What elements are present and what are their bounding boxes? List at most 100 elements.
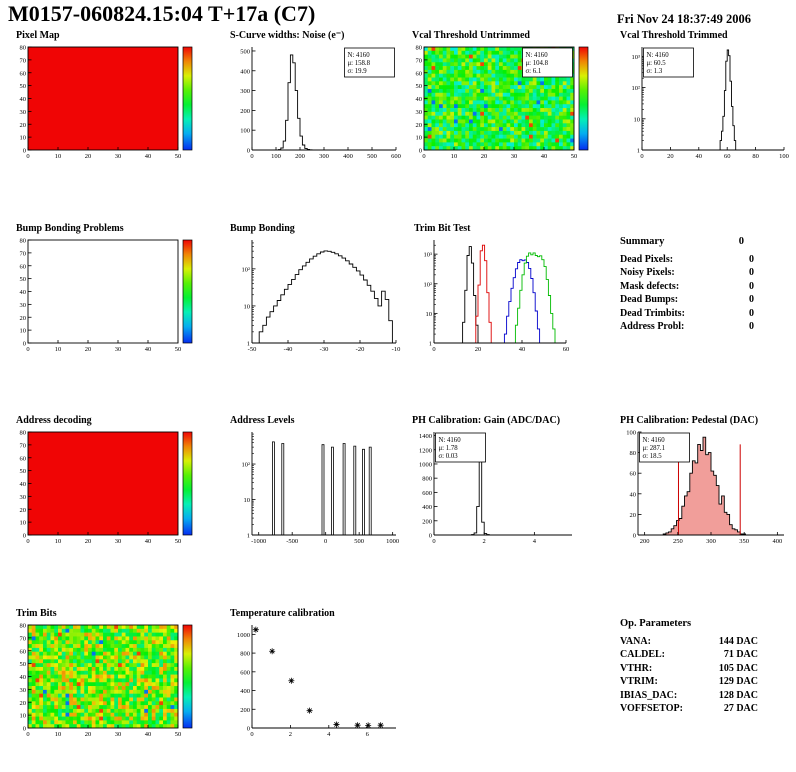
svg-text:-30: -30 xyxy=(320,346,329,353)
svg-text:10: 10 xyxy=(451,153,458,160)
svg-text:20: 20 xyxy=(20,507,27,514)
svg-text:40: 40 xyxy=(630,491,637,498)
svg-text:80: 80 xyxy=(20,45,27,52)
trimbit-test-chart: 0 20 40 60 1 10 10² 10³ xyxy=(424,240,570,353)
svg-text:20: 20 xyxy=(85,153,92,160)
svg-text:0: 0 xyxy=(640,153,643,160)
colorbar xyxy=(182,431,193,536)
svg-text:30: 30 xyxy=(20,687,27,694)
summary-value: 0 xyxy=(749,294,754,306)
svg-text:σ: 0.03: σ: 0.03 xyxy=(439,453,459,460)
bump-bonding-title: Bump Bonding xyxy=(230,223,295,234)
svg-text:0: 0 xyxy=(247,726,250,733)
svg-text:6: 6 xyxy=(366,731,370,738)
svg-text:20: 20 xyxy=(20,122,27,129)
svg-text:2: 2 xyxy=(289,731,292,738)
svg-text:0: 0 xyxy=(23,533,26,540)
scurve-noise-chart: 0 100 200 300 400 500 600 0 100 200 300 400 500 N: 41… xyxy=(240,47,401,160)
svg-text:600: 600 xyxy=(240,669,250,676)
timestamp: Fri Nov 24 18:37:49 2006 xyxy=(617,12,752,26)
pixel-map-title: Pixel Map xyxy=(16,30,60,41)
svg-text:40: 40 xyxy=(145,731,152,738)
svg-text:40: 40 xyxy=(416,96,423,103)
svg-text:500: 500 xyxy=(367,153,377,160)
summary-total: 0 xyxy=(738,236,744,247)
svg-text:50: 50 xyxy=(416,83,423,90)
address-spike xyxy=(353,445,357,535)
svg-text:50: 50 xyxy=(20,661,27,668)
svg-text:10: 10 xyxy=(55,538,62,545)
summary-rows: Dead Pixels: 0 Noisy Pixels: 0 Mask defects:… xyxy=(620,254,754,334)
op-param-row: CALDEL: 71 DAC xyxy=(620,649,758,662)
svg-text:200: 200 xyxy=(295,153,305,160)
svg-text:60: 60 xyxy=(563,346,570,353)
svg-text:20: 20 xyxy=(475,346,482,353)
scurve-noise-hist-line xyxy=(276,54,313,151)
address-spike xyxy=(362,448,365,535)
bump-bonding-hist-line xyxy=(252,250,396,344)
svg-text:1000: 1000 xyxy=(419,461,432,468)
svg-text:μ: 287.1: μ: 287.1 xyxy=(643,445,666,452)
svg-text:100: 100 xyxy=(271,153,281,160)
svg-text:μ: 60.5: μ: 60.5 xyxy=(647,60,667,67)
summary-header: Summary 0 xyxy=(620,236,754,250)
svg-text:4: 4 xyxy=(327,731,331,738)
svg-text:60: 60 xyxy=(724,153,731,160)
colorbar xyxy=(578,46,589,151)
svg-text:30: 30 xyxy=(511,153,518,160)
svg-text:20: 20 xyxy=(20,315,27,322)
svg-text:0: 0 xyxy=(26,538,29,545)
svg-text:800: 800 xyxy=(240,651,250,658)
star-marker xyxy=(365,722,372,729)
svg-text:-10: -10 xyxy=(392,346,401,353)
svg-text:10²: 10² xyxy=(242,462,251,469)
address-spike xyxy=(342,443,346,535)
svg-text:200: 200 xyxy=(240,707,250,714)
svg-text:600: 600 xyxy=(391,153,401,160)
svg-text:μ: 104.8: μ: 104.8 xyxy=(526,60,549,67)
trim-bits-panel: Trim Bits 0 10 20 30 40 50 0 10 20 30 40 50 60 70 80 xyxy=(8,608,204,742)
svg-text:-500: -500 xyxy=(286,538,298,545)
svg-text:40: 40 xyxy=(541,153,548,160)
trimbit-test-title: Trim Bit Test xyxy=(414,223,471,234)
svg-text:20: 20 xyxy=(416,122,423,129)
svg-text:20: 20 xyxy=(85,731,92,738)
svg-text:60: 60 xyxy=(20,455,27,462)
svg-text:0: 0 xyxy=(23,726,26,733)
svg-text:50: 50 xyxy=(20,276,27,283)
svg-text:0: 0 xyxy=(432,538,435,545)
svg-text:300: 300 xyxy=(706,538,716,545)
op-parameters-title: Op. Parameters xyxy=(620,618,692,629)
address-levels-chart: -1000 -500 0 500 1000 1 10 10² xyxy=(242,432,399,545)
op-param-label: CALDEL: xyxy=(620,649,666,661)
svg-text:100: 100 xyxy=(240,128,250,135)
svg-text:30: 30 xyxy=(20,494,27,501)
svg-text:-40: -40 xyxy=(284,346,293,353)
svg-text:σ: 18.5: σ: 18.5 xyxy=(643,453,663,460)
svg-text:0: 0 xyxy=(250,731,253,738)
svg-text:N: 4160: N: 4160 xyxy=(647,52,670,59)
summary-row: Dead Bumps: 0 xyxy=(620,294,754,307)
svg-text:20: 20 xyxy=(85,538,92,545)
svg-text:40: 40 xyxy=(519,346,526,353)
bump-problems-chart: 0 10 20 30 40 50 0 10 20 30 40 50 60 70 80 xyxy=(20,238,193,353)
star-marker xyxy=(377,722,384,729)
summary-row: Dead Pixels: 0 xyxy=(620,254,754,267)
svg-text:10: 10 xyxy=(55,346,62,353)
svg-text:400: 400 xyxy=(772,538,782,545)
star-marker xyxy=(288,677,295,684)
svg-text:50: 50 xyxy=(20,468,27,475)
svg-text:70: 70 xyxy=(20,635,27,642)
svg-text:70: 70 xyxy=(20,250,27,257)
bump-bonding-chart: -50 -40 -30 -20 -10 1 10 10² xyxy=(242,240,401,353)
address-spike xyxy=(272,441,275,535)
summary-row: Address Probl: 0 xyxy=(620,321,754,334)
svg-text:70: 70 xyxy=(20,442,27,449)
